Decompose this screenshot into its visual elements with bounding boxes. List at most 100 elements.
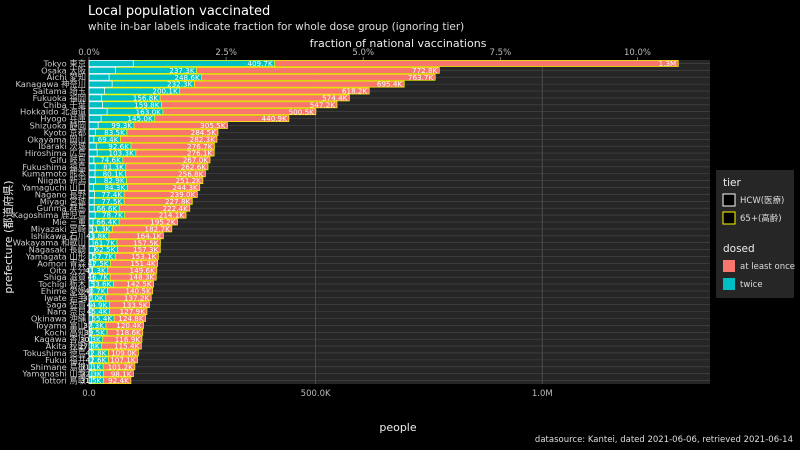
bar-twice-hcw — [88, 191, 95, 198]
bar-label-twice: 66.6K — [96, 204, 117, 213]
bar-label-once: 763.7K — [408, 73, 434, 82]
bar-label-twice: 57.7K — [92, 252, 113, 261]
bar-label-once: 151.4K — [130, 259, 156, 268]
bar-twice-hcw — [88, 335, 92, 343]
bar-label-twice: 37.0K — [83, 293, 104, 302]
category-label: Tottori 鳥取 — [40, 376, 87, 386]
bar-label-twice: 53.6K — [91, 280, 112, 289]
bar-label-once: 440.9K — [262, 114, 288, 123]
bar-twice-hcw — [88, 342, 92, 350]
x2-tick-label: 10.0% — [624, 48, 651, 58]
category-label: Aichi 愛知 — [47, 72, 86, 82]
category-label: Niigata 新潟 — [37, 176, 86, 186]
bar-label-twice: 31.5K — [81, 376, 102, 385]
bar-label-twice: 99.3K — [111, 121, 132, 130]
category-label: Ibaraki 茨城 — [38, 141, 86, 151]
bar-label-once: 251.2K — [176, 176, 202, 185]
bar-twice-hcw — [88, 115, 102, 122]
category-label: Kyoto 京都 — [44, 127, 86, 137]
bar-label-once: 222.4K — [163, 204, 189, 213]
category-label: Kagawa 香川 — [34, 334, 86, 344]
category-label: Gunma 群馬 — [37, 203, 86, 213]
category-label: Ishikawa 石川 — [31, 231, 86, 241]
category-label: Nagasaki 長崎 — [29, 245, 86, 255]
bar-label-twice: 40.7K — [85, 287, 106, 296]
x-tick-label: 0.0 — [82, 389, 96, 399]
category-label: Kochi 高知 — [45, 327, 86, 337]
bar-twice-hcw — [88, 239, 94, 247]
bar-label-once: 148.3K — [129, 273, 155, 282]
bar-twice-hcw — [88, 149, 98, 157]
category-label: Chiba 千葉 — [43, 100, 87, 110]
bar-label-twice: 61.7K — [94, 238, 115, 247]
bar-twice-hcw — [88, 87, 105, 95]
category-label: Mie 三重 — [52, 217, 86, 227]
bar-twice-hcw — [88, 308, 93, 316]
bar-twice-hcw — [88, 377, 92, 384]
bar-label-twice: 31.1K — [80, 362, 101, 371]
bar-label-once: 109.0K — [111, 349, 137, 358]
bar-twice-hcw — [88, 363, 92, 371]
bar-label-once: 116.9K — [115, 335, 141, 344]
bar-label-once: 239.0K — [170, 190, 196, 199]
bar-twice-hcw — [88, 128, 96, 136]
chart-subtitle: white in-bar labels indicate fraction fo… — [88, 21, 464, 33]
x2-tick-label: 5.0% — [352, 48, 374, 58]
bar-label-twice: 30.3K — [80, 335, 101, 344]
bar-label-twice: 145.0K — [127, 114, 153, 123]
bar-label-once: 214.1K — [159, 211, 185, 220]
legend-entry-label: 65+(高齢) — [740, 213, 782, 224]
bar-label-twice: 237.3K — [169, 66, 195, 75]
bar-twice-hcw — [88, 280, 95, 288]
bar-label-once: 284.5K — [191, 128, 217, 137]
bar-label-once: 142.5K — [126, 280, 152, 289]
bar-label-once: 149.6K — [130, 266, 156, 275]
category-label: Shimane 島根 — [30, 362, 86, 372]
bar-label-once: 120.4K — [116, 321, 142, 330]
bar-twice-hcw — [88, 73, 110, 81]
category-label: Fukui 福井 — [45, 355, 86, 365]
bar-twice-hcw — [88, 253, 93, 260]
category-label: Gifu 岐阜 — [50, 155, 86, 165]
bar-twice-hcw — [88, 246, 96, 253]
category-label: Shiga 滋賀 — [44, 272, 86, 282]
bar-twice-hcw — [88, 273, 94, 281]
category-label: Toyama 富山 — [34, 320, 86, 330]
category-label: Yamaguchi 山口 — [21, 183, 86, 193]
bar-label-once: 1.3M — [659, 59, 677, 68]
bar-label-once: 262.6K — [181, 162, 207, 171]
bar-label-once: 118.6K — [115, 328, 141, 337]
category-label: Aomori 青森 — [37, 258, 86, 268]
bar-label-twice: 62.5K — [95, 245, 116, 254]
bar-twice-hcw — [88, 197, 95, 205]
category-label: Akita 秋田 — [46, 341, 86, 351]
bar-label-once: 153.1K — [131, 252, 157, 261]
bar-label-twice: 43.8K — [86, 231, 107, 240]
bar-label-once: 140.5K — [125, 287, 151, 296]
category-label: Tochigi 栃木 — [37, 279, 86, 289]
bar-label-once: 115.4K — [114, 342, 140, 351]
bar-twice-hcw — [88, 108, 108, 116]
category-label: Miyazaki 宮崎 — [31, 224, 86, 234]
bar-label-once: 127.9K — [120, 307, 146, 316]
bar-label-twice: 42.8K — [86, 349, 107, 358]
category-label: Osaka 大阪 — [41, 65, 87, 75]
bar-label-once: 101.2K — [108, 362, 134, 371]
category-label: Hyogo 兵庫 — [40, 114, 86, 124]
legend-tier-title: tier — [723, 177, 741, 189]
bar-twice-hcw — [88, 135, 95, 143]
bar-label-twice: 32.3K — [81, 369, 102, 378]
bar-twice-hcw — [88, 142, 97, 150]
bar-label-twice: 409.7K — [247, 59, 273, 68]
bar-label-twice: 156.8K — [133, 94, 159, 103]
category-label: Saitama 埼玉 — [33, 86, 86, 96]
legend-entry-label: twice — [740, 280, 763, 290]
category-label: Tokyo 東京 — [43, 58, 86, 68]
bar-label-twice: 81.3K — [103, 162, 124, 171]
legend-swatch — [723, 278, 735, 290]
bar-label-twice: 84.3K — [104, 183, 125, 192]
bar-label-twice: 159.8K — [134, 100, 160, 109]
category-label: Kanagawa 神奈川 — [16, 79, 86, 89]
bar-twice-hcw — [88, 294, 93, 302]
